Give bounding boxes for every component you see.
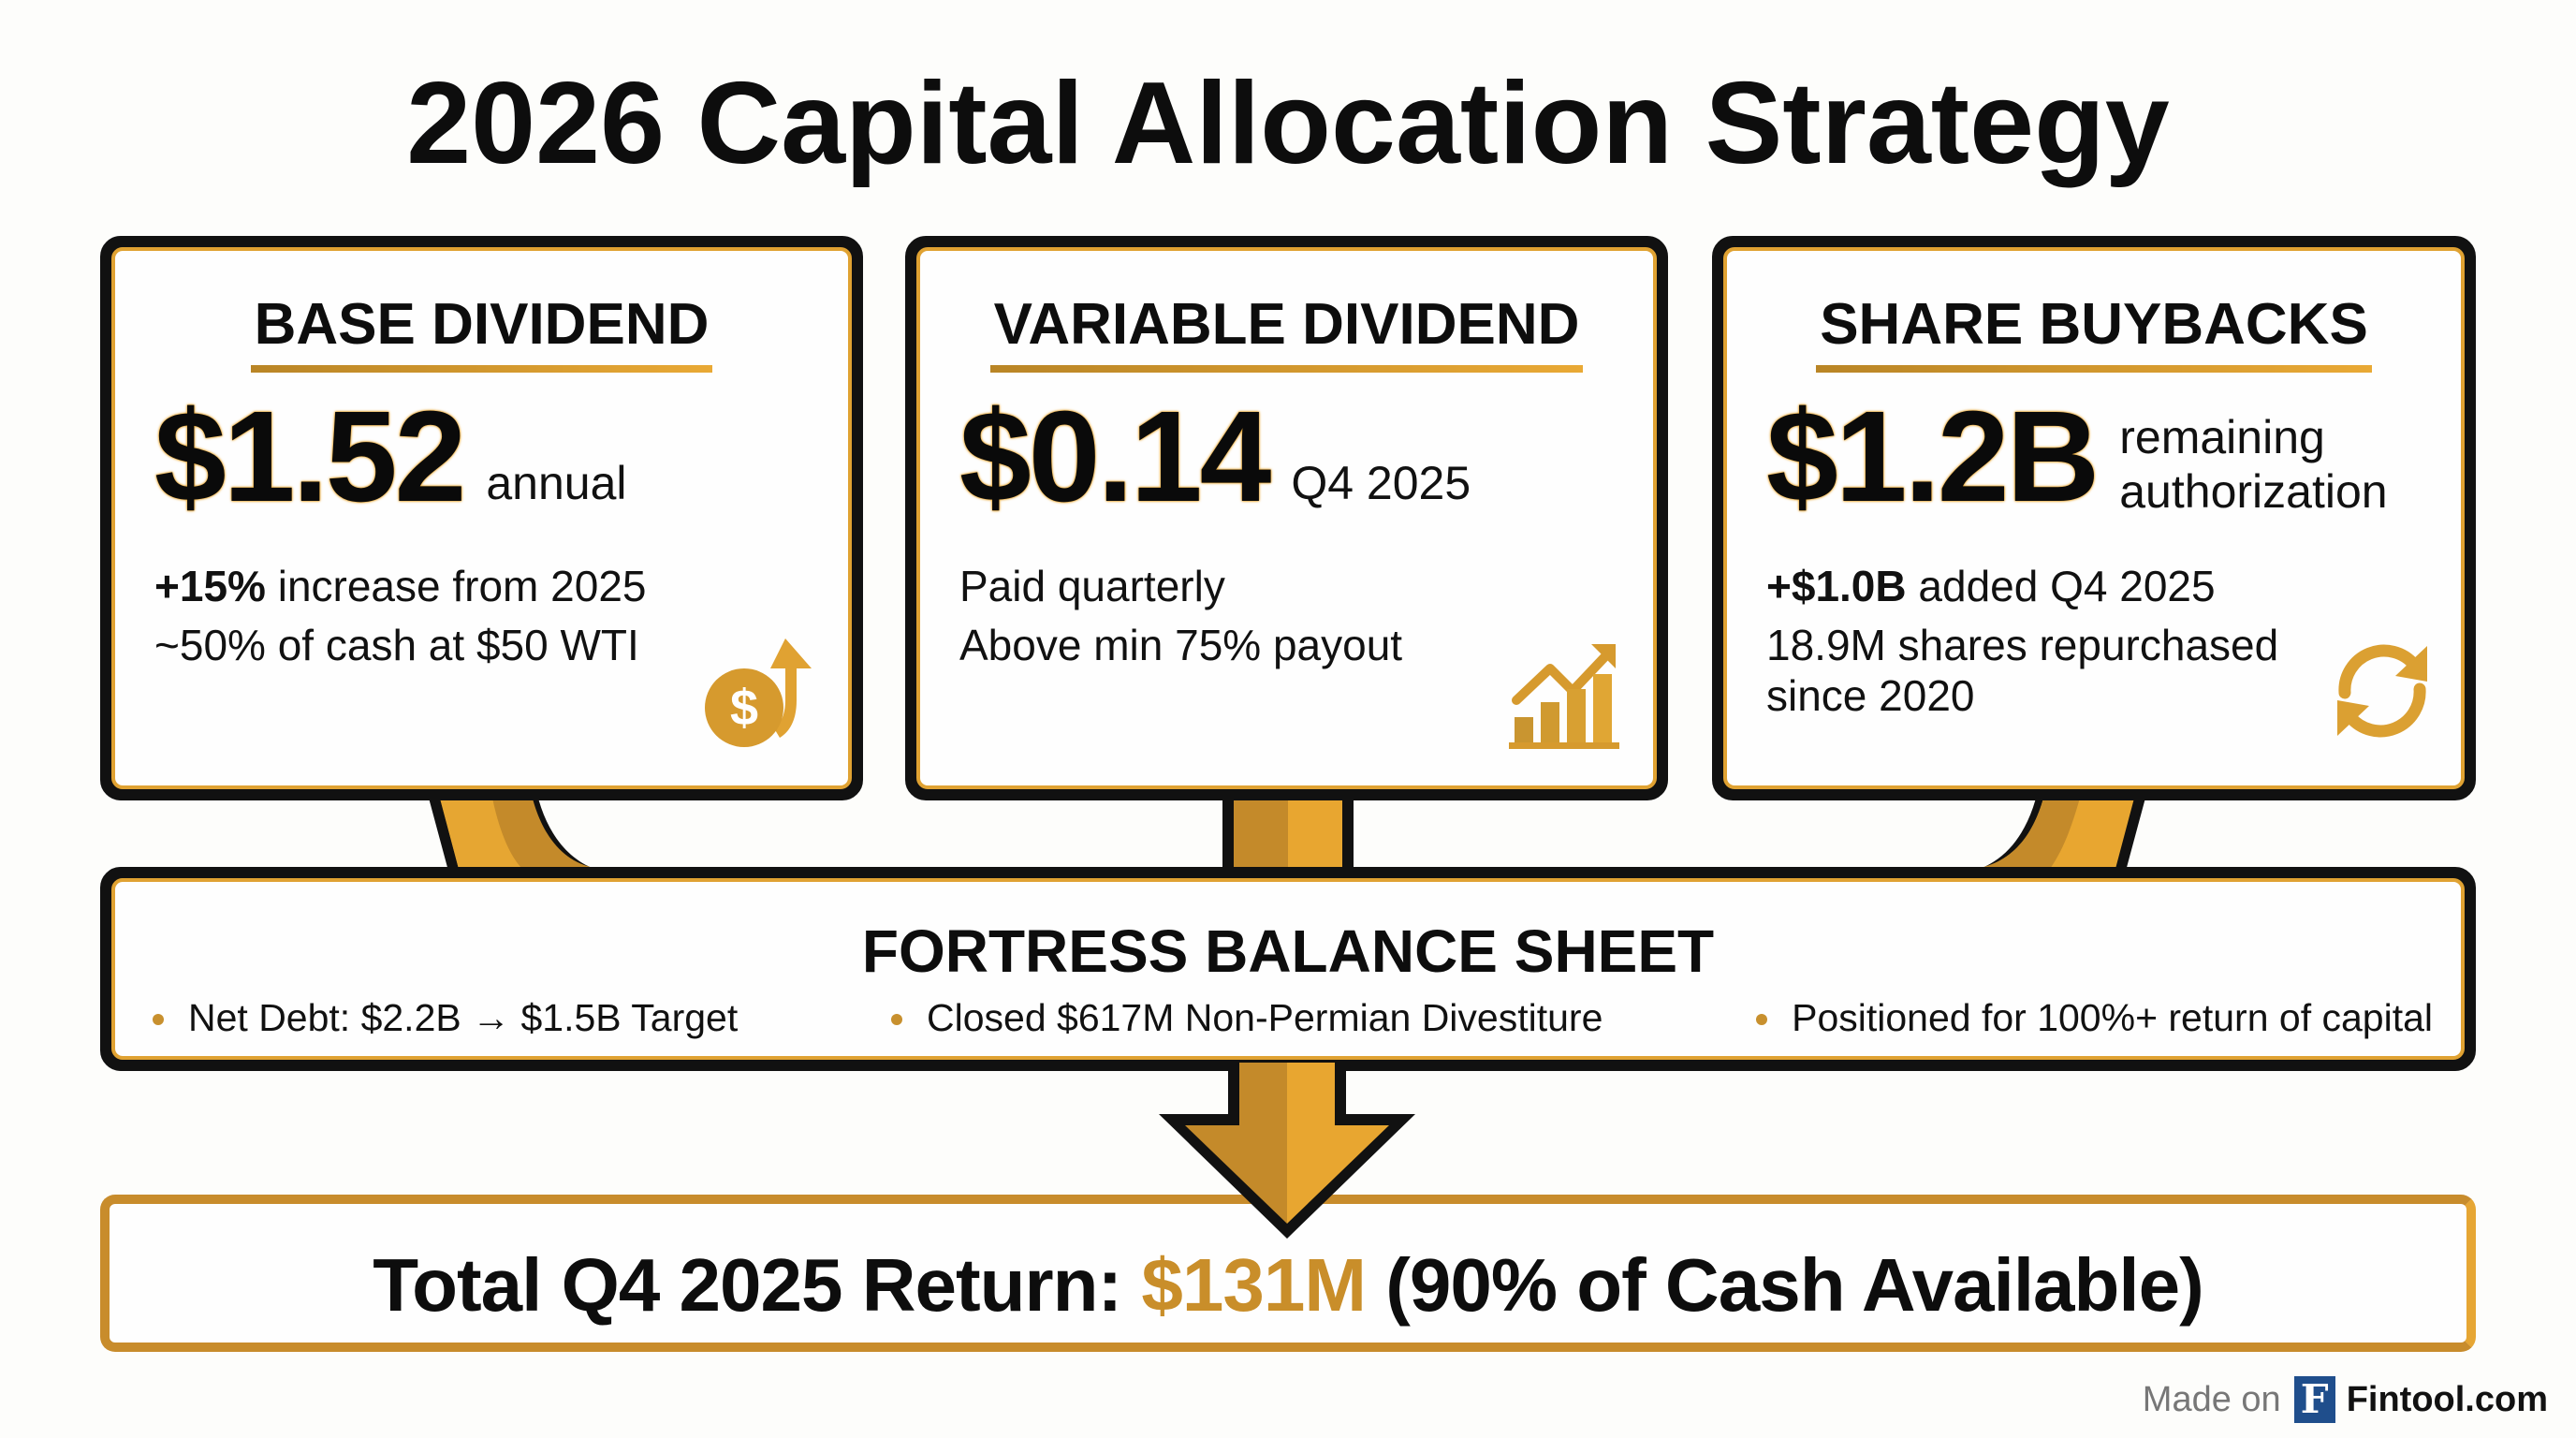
fortress-balance-sheet-panel: FORTRESS BALANCE SHEET Net Debt: $2.2B →… [100, 867, 2476, 1071]
card-value: $1.2B [1766, 385, 2100, 529]
total-amount: $131M [1141, 1243, 1367, 1327]
dollar-coin-up-arrow-icon: $ [705, 638, 812, 747]
card-value-label: remaining authorization [2119, 411, 2388, 518]
fintool-logo-icon: F [2293, 1376, 2335, 1423]
card-line: since 2020 [1766, 671, 1975, 720]
card-value-label: annual [486, 457, 627, 509]
card-line: Above min 75% payout [959, 621, 1403, 669]
card-line: ~50% of cash at $50 WTI [154, 621, 639, 669]
card-value-label: Q4 2025 [1291, 457, 1471, 509]
balance-bullet: Positioned for 100%+ return of capital [1756, 994, 2433, 1041]
card-variable-dividend: VARIABLE DIVIDEND $0.14 Q4 2025 Paid qua… [905, 236, 1668, 800]
svg-text:$: $ [730, 680, 758, 736]
card-heading: VARIABLE DIVIDEND [989, 292, 1584, 373]
bar-chart-trend-up-icon [1509, 644, 1619, 749]
card-heading: BASE DIVIDEND [250, 292, 713, 373]
card-share-buybacks: SHARE BUYBACKS $1.2B remaining authorizat… [1712, 236, 2476, 800]
card-line: +15% increase from 2025 [154, 562, 647, 610]
balance-heading: FORTRESS BALANCE SHEET [861, 917, 1715, 985]
down-arrow-icon [1159, 1063, 1415, 1239]
page-title: 2026 Capital Allocation Strategy [406, 59, 2170, 188]
bullet-dot-icon [891, 1014, 902, 1025]
refresh-cycle-icon [2337, 644, 2427, 738]
card-line: +$1.0B added Q4 2025 [1766, 562, 2216, 610]
card-heading: SHARE BUYBACKS [1816, 292, 2372, 373]
bullet-dot-icon [1756, 1014, 1768, 1025]
footer-attribution: Made on F Fintool.com [2142, 1376, 2548, 1423]
total-return-panel: Total Q4 2025 Return: $131M (90% of Cash… [100, 1195, 2476, 1352]
bullet-dot-icon [153, 1014, 164, 1025]
card-line: Paid quarterly [959, 562, 1225, 610]
card-value: $1.52 [154, 385, 466, 529]
balance-bullet: Closed $617M Non-Permian Divestiture [891, 994, 1603, 1041]
card-line: 18.9M shares repurchased [1766, 621, 2279, 669]
card-value: $0.14 [959, 385, 1271, 529]
card-base-dividend: BASE DIVIDEND $1.52 annual +15% increase… [100, 236, 863, 800]
balance-bullet: Net Debt: $2.2B → $1.5B Target [153, 994, 738, 1041]
total-return-text: Total Q4 2025 Return: $131M (90% of Cash… [373, 1243, 2204, 1327]
fintool-link[interactable]: Fintool.com [2346, 1380, 2548, 1419]
